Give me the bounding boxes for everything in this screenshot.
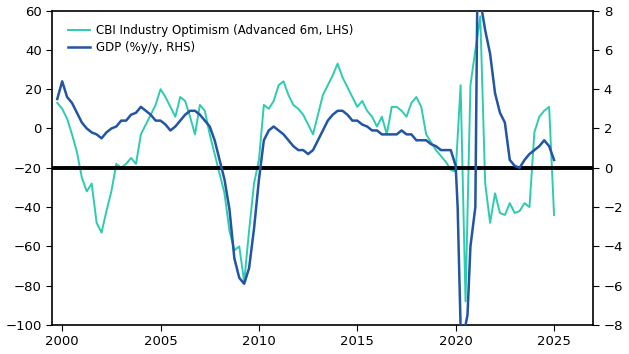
CBI Industry Optimism (Advanced 6m, LHS) [550, 213, 558, 217]
CBI Industry Optimism (Advanced 6m, LHS) [462, 299, 469, 304]
CBI Industry Optimism (Advanced 6m, LHS) [53, 101, 61, 105]
GDP (%y/y, RHS) [457, 325, 464, 329]
CBI Industry Optimism (Advanced 6m, LHS) [477, 14, 484, 18]
CBI Industry Optimism (Advanced 6m, LHS) [280, 79, 287, 84]
CBI Industry Optimism (Advanced 6m, LHS) [162, 95, 169, 99]
GDP (%y/y, RHS) [250, 227, 258, 231]
GDP (%y/y, RHS) [423, 138, 430, 142]
CBI Industry Optimism (Advanced 6m, LHS) [403, 115, 410, 119]
GDP (%y/y, RHS) [58, 79, 66, 84]
Line: CBI Industry Optimism (Advanced 6m, LHS): CBI Industry Optimism (Advanced 6m, LHS) [57, 16, 554, 302]
GDP (%y/y, RHS) [123, 119, 130, 123]
CBI Industry Optimism (Advanced 6m, LHS) [442, 160, 450, 164]
CBI Industry Optimism (Advanced 6m, LHS) [491, 191, 499, 195]
GDP (%y/y, RHS) [427, 142, 435, 146]
GDP (%y/y, RHS) [550, 158, 558, 162]
GDP (%y/y, RHS) [275, 128, 282, 132]
Legend: CBI Industry Optimism (Advanced 6m, LHS), GDP (%y/y, RHS): CBI Industry Optimism (Advanced 6m, LHS)… [64, 19, 358, 59]
CBI Industry Optimism (Advanced 6m, LHS) [147, 113, 155, 117]
GDP (%y/y, RHS) [53, 97, 61, 101]
Line: GDP (%y/y, RHS): GDP (%y/y, RHS) [57, 0, 554, 327]
